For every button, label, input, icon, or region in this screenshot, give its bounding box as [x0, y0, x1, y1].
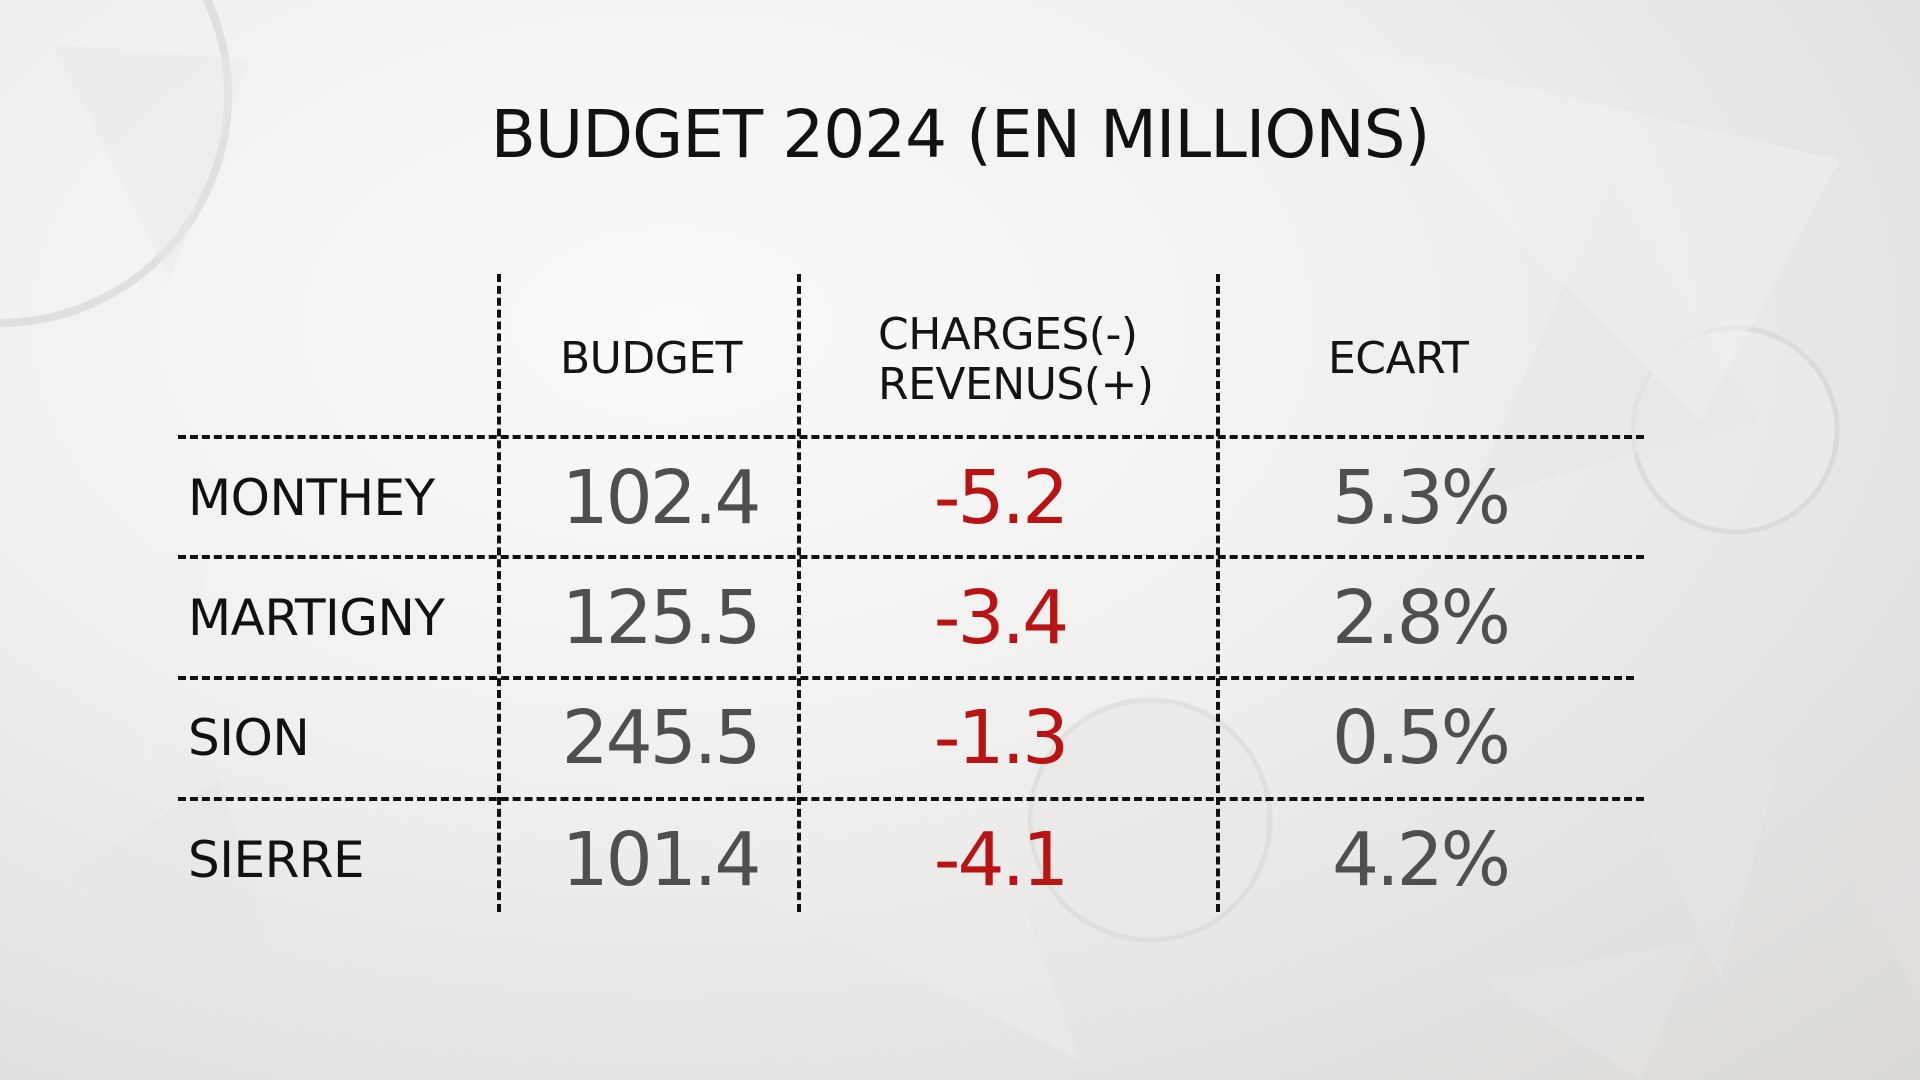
column-header-ecart: ECART: [1328, 333, 1469, 384]
ecart-value: 2.8%: [1332, 575, 1511, 661]
column-header-budget: BUDGET: [560, 333, 743, 384]
budget-value: 245.5: [561, 695, 762, 781]
charges-value: -4.1: [933, 817, 1069, 903]
column-header-charges-line1: CHARGES(-): [878, 309, 1138, 360]
row-divider: [178, 435, 1644, 439]
ecart-value: 4.2%: [1332, 817, 1511, 903]
column-divider: [797, 274, 801, 912]
ecart-value: 0.5%: [1332, 695, 1511, 781]
column-header-charges-line2: REVENUS(+): [878, 359, 1154, 410]
charges-value: -3.4: [933, 575, 1069, 661]
column-divider: [497, 274, 501, 912]
column-header-charges: CHARGES(-) REVENUS(+): [878, 310, 1154, 410]
ecart-value: 5.3%: [1332, 455, 1511, 541]
column-divider: [1216, 274, 1220, 912]
page-title: BUDGET 2024 (EN MILLIONS): [490, 96, 1431, 173]
budget-value: 102.4: [561, 455, 762, 541]
row-label-sierre: SIERRE: [188, 831, 365, 889]
charges-value: -1.3: [933, 695, 1069, 781]
budget-value: 125.5: [561, 575, 762, 661]
budget-value: 101.4: [561, 817, 762, 903]
row-divider: [178, 555, 1644, 559]
row-label-sion: SION: [188, 709, 310, 767]
row-label-monthey: MONTHEY: [188, 469, 435, 527]
row-divider: [178, 797, 1644, 801]
row-divider: [178, 676, 1634, 680]
row-label-martigny: MARTIGNY: [188, 589, 445, 647]
charges-value: -5.2: [933, 455, 1069, 541]
